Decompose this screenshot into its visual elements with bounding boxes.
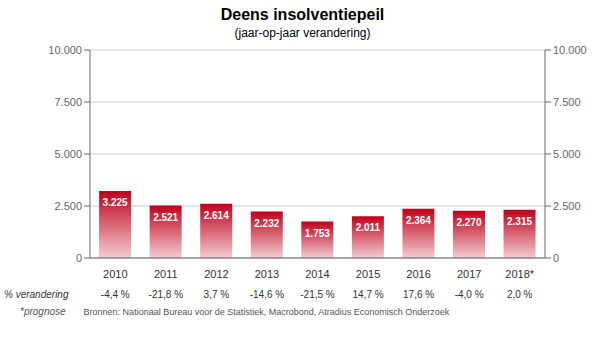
svg-text:2014: 2014 <box>305 268 329 280</box>
svg-text:3,7 %: 3,7 % <box>204 289 230 300</box>
svg-text:% verandering: % verandering <box>8 289 69 300</box>
svg-text:2.364: 2.364 <box>406 215 431 226</box>
svg-text:2.614: 2.614 <box>204 210 229 221</box>
svg-text:3.225: 3.225 <box>103 197 128 208</box>
svg-text:1.753: 1.753 <box>305 228 330 239</box>
html-text:*prognose: *prognose <box>20 306 66 317</box>
svg-text:0: 0 <box>76 252 82 264</box>
svg-text:2011: 2011 <box>154 268 178 280</box>
svg-text:2.270: 2.270 <box>456 217 481 228</box>
svg-text:-21,5 %: -21,5 % <box>300 289 335 300</box>
svg-text:-14,6 %: -14,6 % <box>250 289 285 300</box>
svg-text:10.000: 10.000 <box>553 44 587 56</box>
svg-text:0: 0 <box>553 252 559 264</box>
svg-text:2013: 2013 <box>255 268 279 280</box>
svg-text:2.011: 2.011 <box>356 222 381 233</box>
svg-text:5.000: 5.000 <box>553 148 581 160</box>
svg-text:2010: 2010 <box>103 268 127 280</box>
svg-text:10.000: 10.000 <box>48 44 82 56</box>
svg-text:5.000: 5.000 <box>54 148 82 160</box>
svg-text:2.500: 2.500 <box>553 200 581 212</box>
svg-text:2016: 2016 <box>406 268 430 280</box>
svg-text:7.500: 7.500 <box>553 96 581 108</box>
svg-text:-21,8 %: -21,8 % <box>149 289 184 300</box>
html-text:(jaar-op-jaar verandering): (jaar-op-jaar verandering) <box>234 26 371 40</box>
svg-text:17,6 %: 17,6 % <box>403 289 434 300</box>
html-text:Deens insolventiepeil: Deens insolventiepeil <box>220 6 385 23</box>
svg-text:2017: 2017 <box>457 268 481 280</box>
svg-text:2.500: 2.500 <box>54 200 82 212</box>
svg-text:2018*: 2018* <box>505 268 534 280</box>
svg-text:2,0 %: 2,0 % <box>507 289 533 300</box>
svg-text:2.315: 2.315 <box>507 216 532 227</box>
svg-text:-4,0 %: -4,0 % <box>455 289 484 300</box>
svg-text:2012: 2012 <box>204 268 228 280</box>
svg-text:14,7 %: 14,7 % <box>352 289 383 300</box>
html-text:Bronnen: Nationaal Bureau voor: Bronnen: Nationaal Bureau voor de Statis… <box>83 307 450 317</box>
svg-text:-4,4 %: -4,4 % <box>101 289 130 300</box>
svg-text:2015: 2015 <box>356 268 380 280</box>
svg-text:7.500: 7.500 <box>54 96 82 108</box>
svg-text:2.521: 2.521 <box>153 212 178 223</box>
svg-text:2.232: 2.232 <box>254 218 279 229</box>
